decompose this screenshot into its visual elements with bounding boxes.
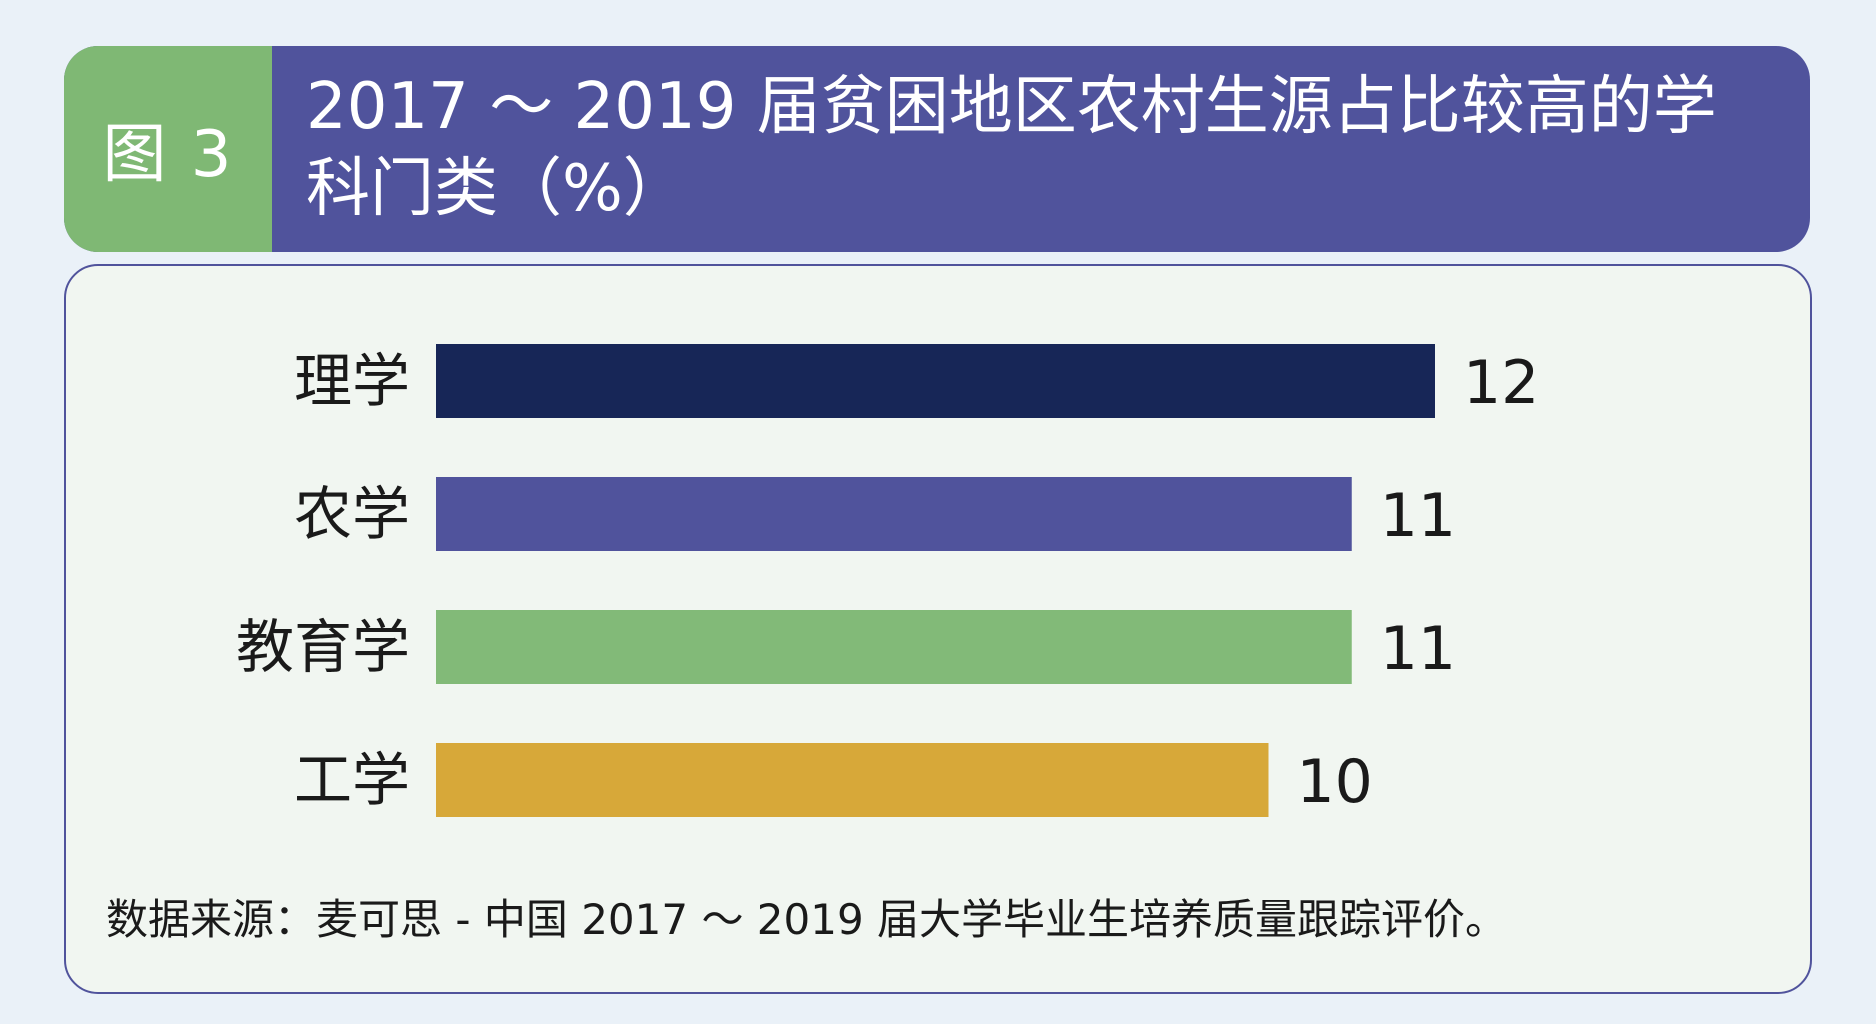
chart-title: 2017 ～ 2019 届贫困地区农村生源占比较高的学科门类（%）	[306, 70, 1717, 226]
value-label: 11	[1380, 481, 1456, 551]
bar	[436, 743, 1269, 817]
value-label: 12	[1463, 348, 1539, 418]
category-label: 教育学	[236, 613, 410, 681]
bar	[436, 477, 1352, 551]
category-label: 工学	[294, 746, 410, 814]
category-label: 农学	[294, 480, 410, 548]
bar	[436, 344, 1435, 418]
chart-header: 图 3 2017 ～ 2019 届贫困地区农村生源占比较高的学科门类（%）	[64, 46, 1810, 252]
category-label: 理学	[294, 347, 410, 415]
figure-label: 图 3	[64, 46, 272, 252]
bar	[436, 610, 1352, 684]
value-label: 11	[1380, 614, 1456, 684]
source-note: 数据来源：麦可思 - 中国 2017 ～ 2019 届大学毕业生培养质量跟踪评价…	[106, 895, 1508, 944]
value-label: 10	[1297, 747, 1373, 817]
